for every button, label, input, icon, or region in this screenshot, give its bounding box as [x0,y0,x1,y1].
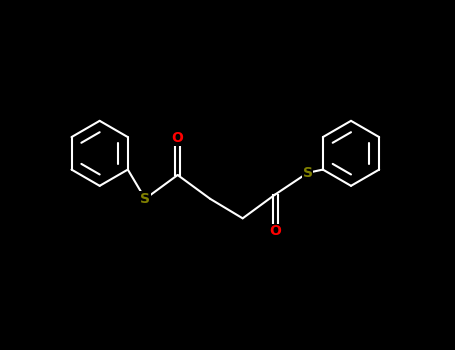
Text: S: S [140,192,150,206]
Text: S: S [303,166,313,180]
Text: O: O [269,224,281,238]
Text: O: O [172,131,184,145]
